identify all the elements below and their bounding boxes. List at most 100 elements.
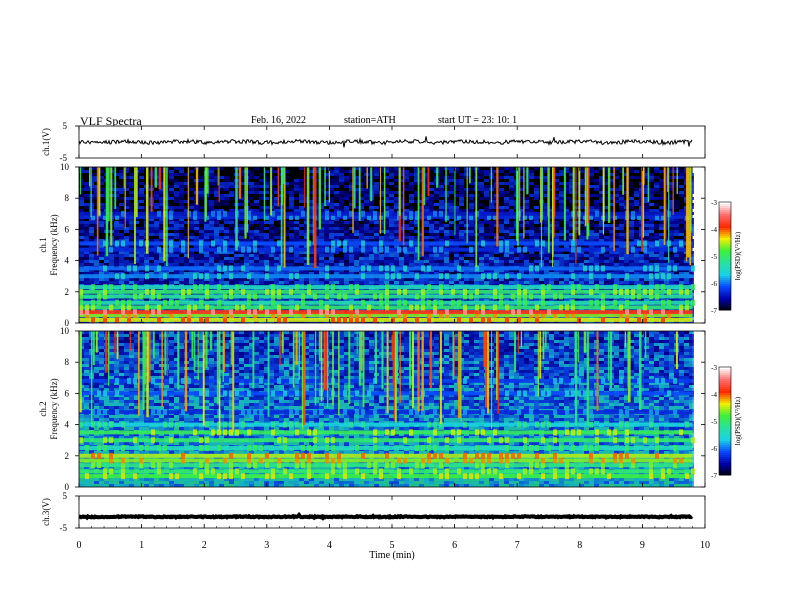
noise-cell bbox=[504, 206, 509, 209]
noise-cell bbox=[624, 257, 629, 260]
noise-cell bbox=[549, 224, 554, 227]
noise-cell bbox=[454, 188, 459, 191]
noise-cell bbox=[334, 176, 339, 179]
noise-cell bbox=[239, 200, 244, 203]
noise-cell bbox=[574, 191, 579, 194]
noise-cell bbox=[259, 185, 264, 188]
noise-cell bbox=[509, 254, 514, 257]
noise-cell bbox=[534, 176, 539, 179]
noise-cell bbox=[149, 299, 154, 302]
noise-cell bbox=[299, 197, 304, 200]
noise-cell bbox=[374, 236, 379, 239]
noise-cell bbox=[404, 173, 409, 176]
noise-cell bbox=[99, 257, 104, 260]
noise-cell bbox=[209, 203, 214, 206]
noise-cell bbox=[414, 278, 419, 281]
noise-cell bbox=[349, 185, 354, 188]
noise-cell bbox=[464, 281, 469, 284]
noise-cell bbox=[409, 245, 414, 248]
noise-cell bbox=[424, 179, 429, 182]
noise-cell bbox=[114, 269, 119, 272]
noise-cell bbox=[224, 230, 229, 233]
noise-cell bbox=[284, 251, 289, 254]
noise-cell bbox=[254, 191, 259, 194]
noise-cell bbox=[384, 200, 389, 203]
noise-cell bbox=[139, 257, 144, 260]
noise-cell bbox=[334, 260, 339, 263]
noise-cell bbox=[484, 260, 489, 263]
noise-cell bbox=[599, 239, 604, 242]
noise-cell bbox=[409, 173, 414, 176]
noise-cell bbox=[229, 194, 234, 197]
noise-cell bbox=[399, 197, 404, 200]
noise-cell bbox=[399, 260, 404, 263]
noise-cell bbox=[394, 206, 399, 209]
noise-cell bbox=[224, 176, 229, 179]
noise-cell bbox=[414, 245, 419, 248]
noise-cell bbox=[614, 227, 619, 230]
noise-cell bbox=[99, 209, 104, 212]
noise-cell bbox=[404, 209, 409, 212]
noise-cell bbox=[229, 278, 234, 281]
noise-cell bbox=[584, 260, 589, 263]
noise-cell bbox=[149, 218, 154, 221]
noise-cell bbox=[184, 227, 189, 230]
noise-cell bbox=[464, 239, 469, 242]
noise-cell bbox=[579, 233, 584, 236]
noise-cell bbox=[419, 239, 424, 242]
noise-cell bbox=[504, 200, 509, 203]
noise-cell bbox=[359, 233, 364, 236]
noise-cell bbox=[409, 194, 414, 197]
noise-cell bbox=[89, 221, 94, 224]
noise-cell bbox=[339, 224, 344, 227]
noise-cell bbox=[354, 236, 359, 239]
noise-cell bbox=[574, 206, 579, 209]
noise-cell bbox=[414, 170, 419, 173]
noise-cell bbox=[219, 203, 224, 206]
noise-cell bbox=[604, 173, 609, 176]
noise-cell bbox=[534, 221, 539, 224]
noise-cell bbox=[544, 206, 549, 209]
noise-cell bbox=[354, 200, 359, 203]
noise-cell bbox=[559, 170, 564, 173]
noise-cell bbox=[619, 236, 624, 239]
noise-cell bbox=[484, 209, 489, 212]
noise-cell bbox=[259, 209, 264, 212]
noise-cell bbox=[489, 224, 494, 227]
noise-cell bbox=[439, 182, 444, 185]
noise-cell bbox=[159, 263, 164, 266]
noise-cell bbox=[394, 254, 399, 257]
noise-cell bbox=[399, 191, 404, 194]
noise-cell bbox=[519, 269, 524, 272]
noise-cell bbox=[339, 263, 344, 266]
noise-cell bbox=[349, 299, 354, 302]
noise-cell bbox=[174, 281, 179, 284]
noise-cell bbox=[334, 233, 339, 236]
noise-cell bbox=[579, 170, 584, 173]
noise-cell bbox=[259, 197, 264, 200]
noise-cell bbox=[399, 308, 404, 311]
noise-cell bbox=[119, 185, 124, 188]
noise-cell bbox=[194, 299, 199, 302]
noise-cell bbox=[344, 263, 349, 266]
noise-cell bbox=[259, 194, 264, 197]
noise-cell bbox=[229, 257, 234, 260]
noise-cell bbox=[309, 221, 314, 224]
noise-cell bbox=[604, 170, 609, 173]
noise-cell bbox=[449, 203, 454, 206]
noise-cell bbox=[224, 308, 229, 311]
noise-cell bbox=[314, 272, 319, 275]
noise-cell bbox=[609, 230, 614, 233]
noise-cell bbox=[129, 257, 134, 260]
noise-cell bbox=[459, 221, 464, 224]
noise-cell bbox=[294, 239, 299, 242]
noise-cell bbox=[314, 179, 319, 182]
noise-cell bbox=[299, 278, 304, 281]
noise-cell bbox=[354, 245, 359, 248]
noise-cell bbox=[444, 254, 449, 257]
noise-cell bbox=[434, 197, 439, 200]
noise-cell bbox=[194, 245, 199, 248]
noise-cell bbox=[129, 182, 134, 185]
noise-cell bbox=[549, 200, 554, 203]
noise-cell bbox=[129, 263, 134, 266]
